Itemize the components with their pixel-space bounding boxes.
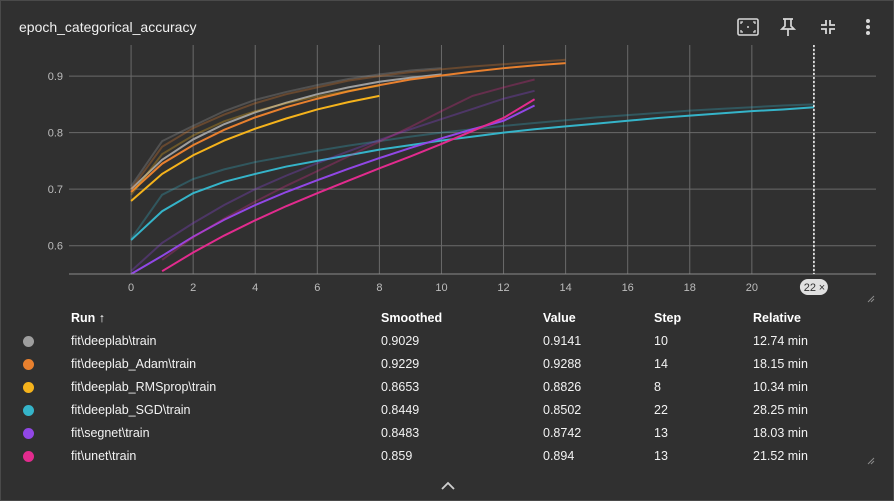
series-smoothed-line (130, 106, 814, 241)
series-smoothed-line (161, 98, 536, 273)
y-tick-label: 0.9 (48, 71, 63, 83)
run-name: fit\deeplab_RMSprop\train (71, 379, 217, 394)
relative-time: 18.03 min (753, 425, 808, 440)
runs-table: Run ↑ Smoothed Value Step Relative fit\d… (13, 307, 873, 467)
raw-value: 0.8742 (543, 425, 582, 440)
series-smoothed-line (130, 62, 566, 193)
x-tick-label: 2 (190, 282, 196, 294)
x-tick-label: 12 (497, 282, 509, 294)
line-chart[interactable]: 0 2 4 6 8 10 12 14 16 18 20 22 0.6 0.7 0.8 0.9 22× (1, 41, 881, 303)
table-row: fit\deeplab_Adam\train 0.9229 0.9288 14 … (13, 352, 873, 375)
series-raw-line (130, 58, 566, 190)
relative-time: 12.74 min (753, 333, 808, 348)
run-color-dot (23, 381, 34, 393)
plot-clip-edge (69, 275, 876, 277)
y-tick-label: 0.6 (48, 241, 63, 253)
header-step[interactable]: Step (654, 311, 682, 325)
chart-resize-handle[interactable] (867, 295, 875, 303)
relative-time: 18.15 min (753, 356, 808, 371)
raw-value: 0.9288 (543, 356, 582, 371)
pin-icon[interactable] (776, 15, 800, 39)
series-raw-line (130, 67, 442, 187)
step-value: 10 (654, 333, 668, 348)
y-tick-label: 0.7 (48, 184, 63, 196)
x-tick-label: 16 (622, 282, 634, 294)
run-name: fit\deeplab\train (71, 333, 157, 348)
series-smoothed-line (130, 73, 442, 190)
run-color-dot (23, 404, 34, 416)
x-tick-label: 18 (684, 282, 696, 294)
smoothed-value: 0.8449 (381, 402, 420, 417)
series-raw-line (161, 78, 535, 261)
relative-time: 28.25 min (753, 402, 808, 417)
header-run[interactable]: Run ↑ (71, 311, 106, 325)
smoothed-value: 0.9029 (381, 333, 420, 348)
x-tick-label: 6 (314, 282, 320, 294)
smoothed-value: 0.8483 (381, 425, 420, 440)
run-name: fit\unet\train (71, 448, 137, 463)
x-tick-label: 10 (435, 282, 447, 294)
more-vert-icon[interactable] (856, 15, 880, 39)
header-smoothed[interactable]: Smoothed (381, 311, 443, 325)
x-tick-label: 14 (559, 282, 571, 294)
card-title: epoch_categorical_accuracy (19, 19, 197, 35)
smoothed-value: 0.8653 (381, 379, 420, 394)
collapse-icon[interactable] (816, 15, 840, 39)
header-relative[interactable]: Relative (753, 311, 801, 325)
table-row: fit\unet\train 0.859 0.894 13 21.52 min (13, 444, 873, 467)
relative-time: 10.34 min (753, 379, 808, 394)
cursor-close-icon[interactable]: × (819, 282, 825, 294)
run-name: fit\deeplab_Adam\train (71, 356, 197, 371)
cursor-chip (799, 279, 828, 295)
table-resize-handle[interactable] (867, 457, 875, 465)
step-value: 13 (654, 425, 668, 440)
step-value: 8 (654, 379, 661, 394)
fit-domain-icon[interactable] (736, 15, 760, 39)
series-smoothed-line (130, 104, 536, 275)
x-tick-label: 0 (128, 282, 134, 294)
step-value: 14 (654, 356, 668, 371)
x-tick-label: 4 (252, 282, 258, 294)
series-smoothed-line (130, 94, 380, 202)
table-header-row: Run ↑ Smoothed Value Step Relative (13, 307, 873, 329)
header-spacer (13, 307, 71, 329)
step-cursor: 22 × (799, 45, 828, 295)
step-value: 13 (654, 448, 668, 463)
table-row: fit\deeplab_SGD\train 0.8449 0.8502 22 2… (13, 398, 873, 421)
run-color-dot (23, 450, 34, 462)
raw-value: 0.9141 (543, 333, 582, 348)
run-color-dot (23, 358, 34, 370)
raw-value: 0.8826 (543, 379, 582, 394)
y-tick-label: 0.8 (48, 128, 63, 140)
smoothed-value: 0.859 (381, 448, 413, 463)
step-value: 22 (654, 402, 668, 417)
raw-value: 0.8502 (543, 402, 582, 417)
table-row: fit\segnet\train 0.8483 0.8742 13 18.03 … (13, 421, 873, 444)
run-name: fit\segnet\train (71, 425, 150, 440)
table-row: fit\deeplab_RMSprop\train 0.8653 0.8826 … (13, 375, 873, 398)
run-name: fit\deeplab_SGD\train (71, 402, 191, 417)
series-raw-line (130, 89, 535, 272)
x-tick-label: 20 (746, 282, 758, 294)
series-raw-line (130, 84, 380, 196)
header-value[interactable]: Value (543, 311, 576, 325)
x-tick-label: 8 (376, 282, 382, 294)
raw-value: 0.894 (543, 448, 575, 463)
smoothed-value: 0.9229 (381, 356, 420, 371)
relative-time: 21.52 min (753, 448, 808, 463)
cursor-label: 22 (804, 282, 816, 294)
chart-series (69, 58, 876, 277)
series-raw-line (130, 103, 814, 240)
run-color-dot (23, 427, 34, 439)
run-color-dot (23, 335, 34, 347)
table-row: fit\deeplab\train 0.9029 0.9141 10 12.74… (13, 329, 873, 352)
expand-chevron-icon[interactable] (439, 479, 457, 493)
